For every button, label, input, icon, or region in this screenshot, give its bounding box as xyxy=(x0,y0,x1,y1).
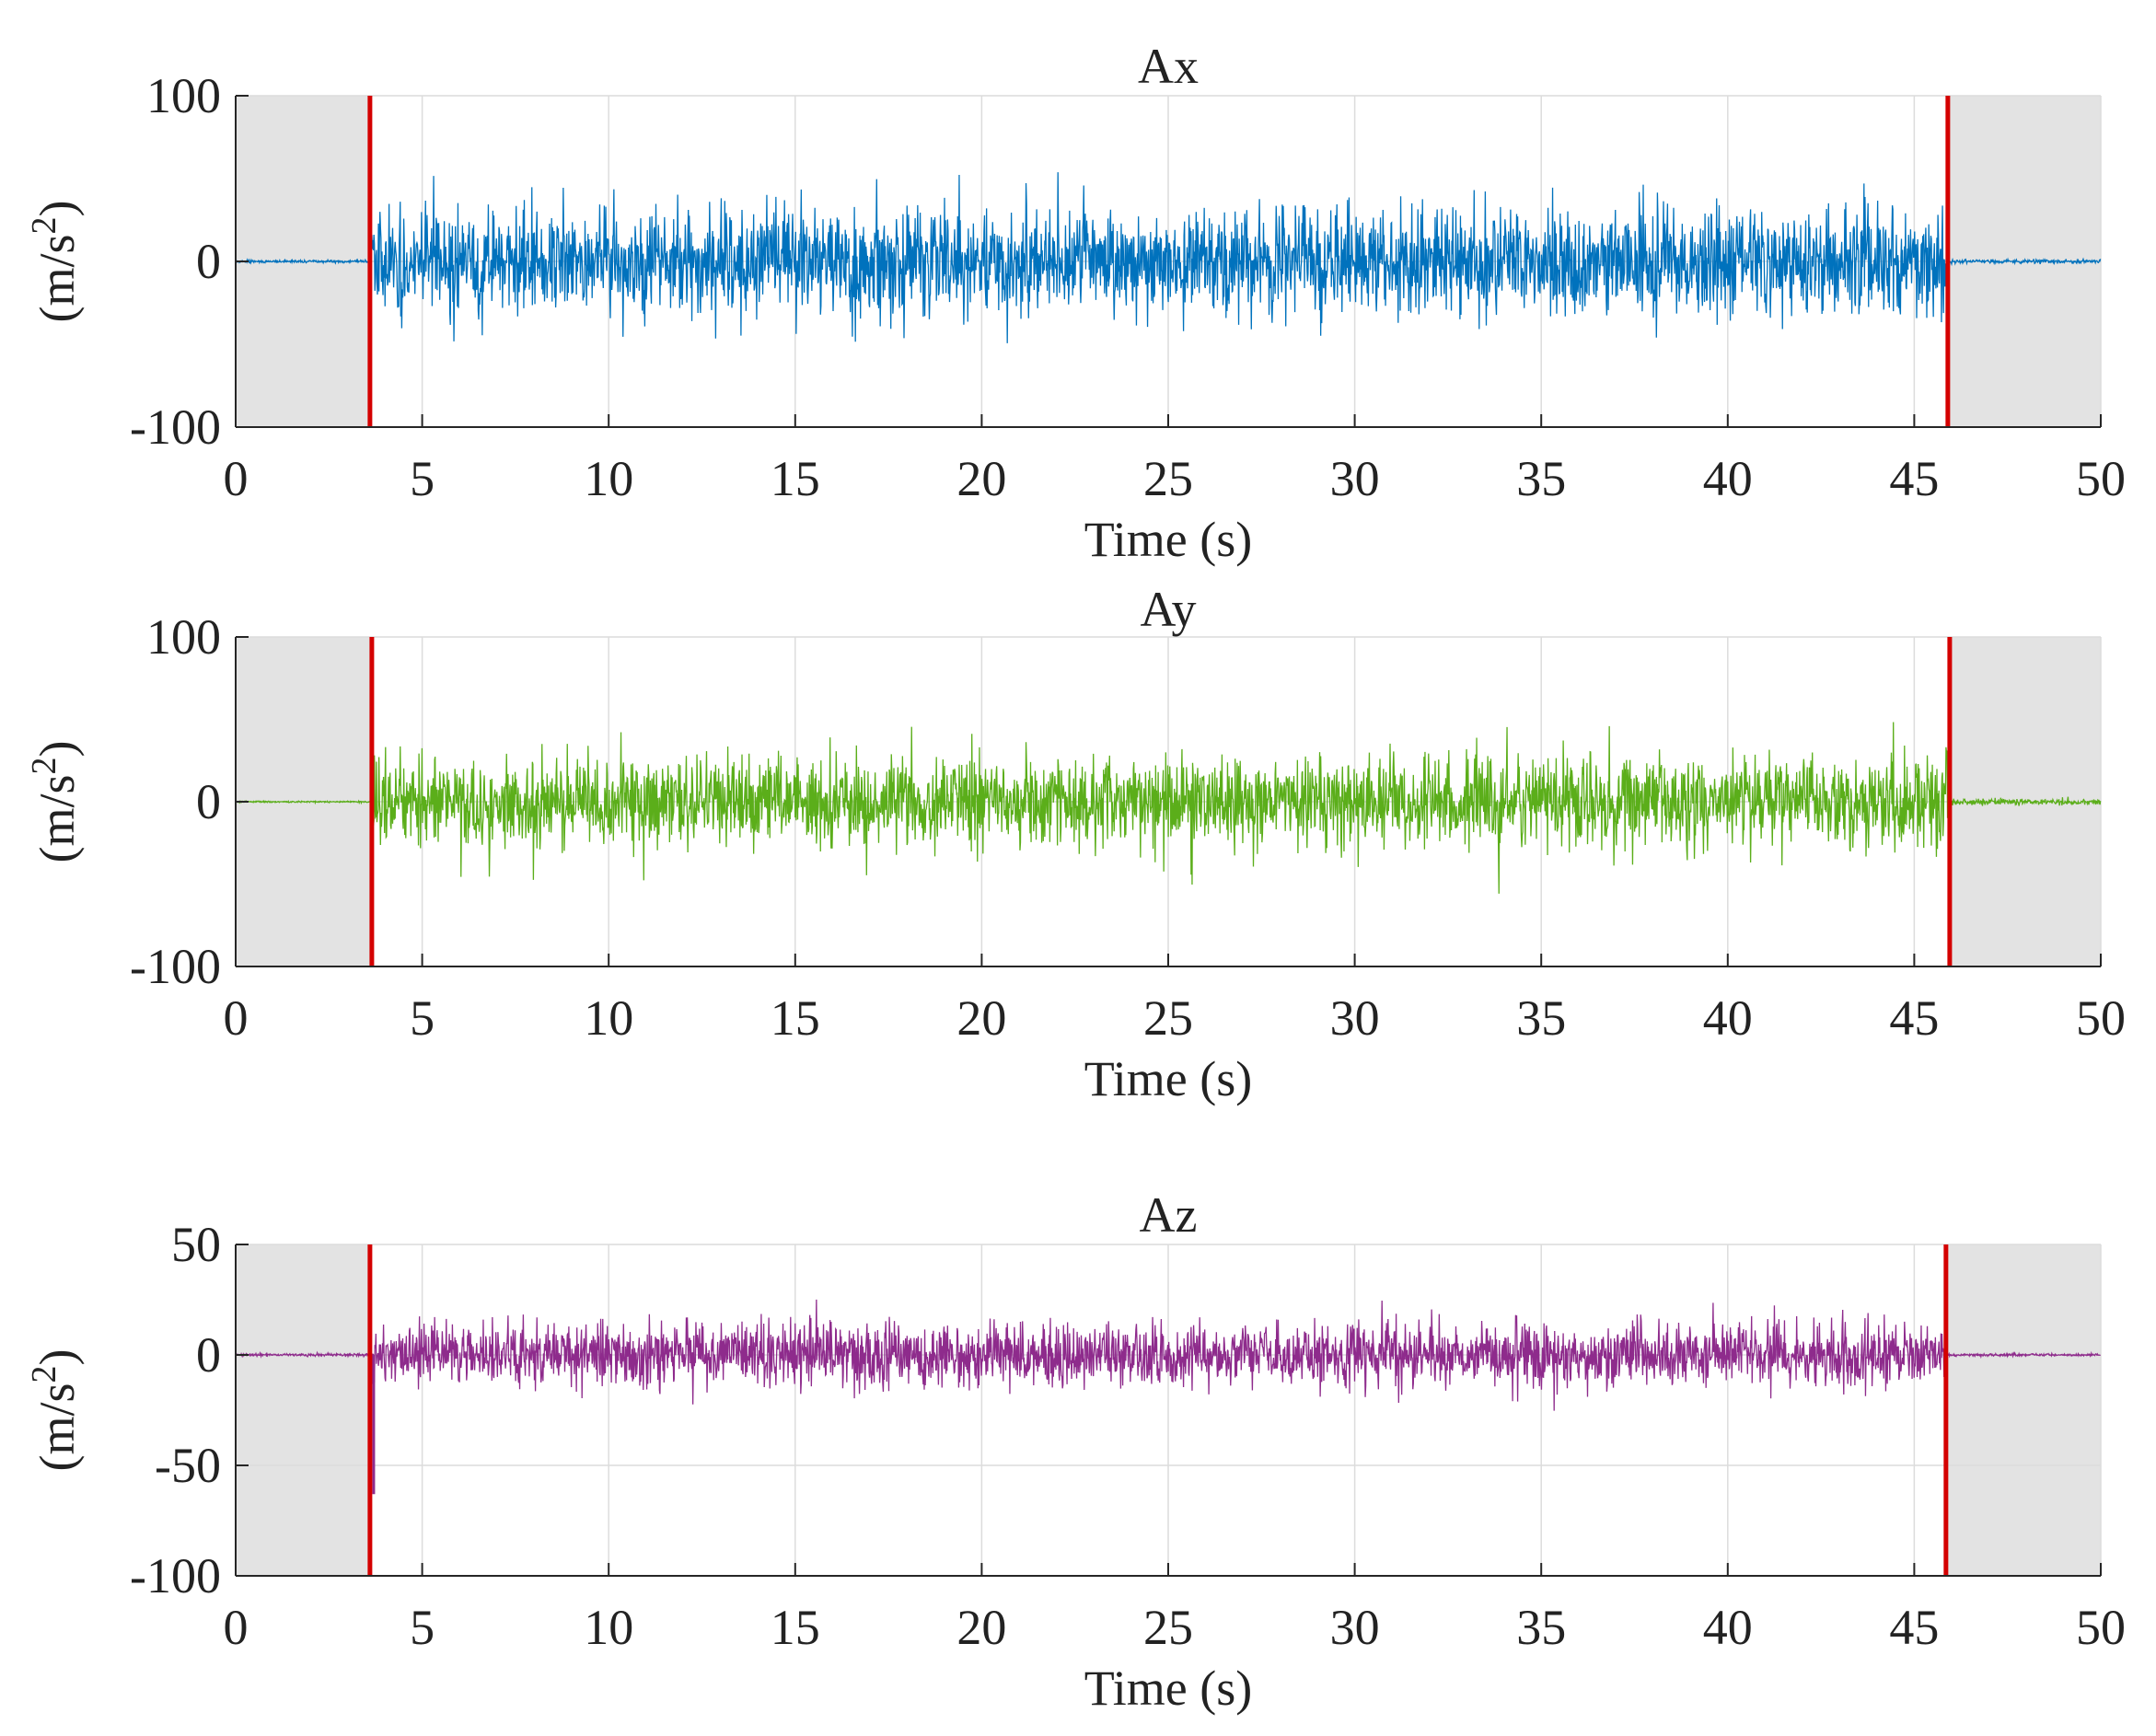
x-tick-label: 50 xyxy=(2076,990,2126,1046)
shaded-region-0 xyxy=(236,1244,370,1576)
x-tick-label: 40 xyxy=(1703,1600,1753,1655)
y-axis-title-superscript: 2 xyxy=(25,216,64,234)
y-axis-title: (m/s2) xyxy=(25,1349,85,1472)
x-tick-label: 45 xyxy=(1889,1600,1939,1655)
y-axis-title: (m/s2) xyxy=(25,741,85,863)
x-tick-label: 25 xyxy=(1143,1600,1193,1655)
x-tick-label: 15 xyxy=(771,451,820,506)
y-tick-label: 0 xyxy=(196,774,221,829)
x-tick-label: 35 xyxy=(1516,451,1566,506)
signal-trace-ax xyxy=(235,172,2102,343)
y-tick-label: 0 xyxy=(196,234,221,289)
y-axis-title-superscript: 2 xyxy=(25,757,64,774)
x-axis-title: Time (s) xyxy=(1084,1661,1253,1716)
panel-title: Az xyxy=(1140,1187,1198,1243)
x-axis-title: Time (s) xyxy=(1084,1051,1253,1106)
y-axis-title-prefix: (m/s xyxy=(29,234,85,322)
signal-trace-az xyxy=(235,1299,2101,1411)
y-axis-title-superscript: 2 xyxy=(25,1365,64,1383)
y-tick-label: -50 xyxy=(155,1438,221,1493)
x-tick-label: 0 xyxy=(224,990,249,1046)
x-tick-label: 30 xyxy=(1330,1600,1380,1655)
x-tick-label: 0 xyxy=(224,1600,249,1655)
x-tick-label: 5 xyxy=(410,451,435,506)
x-tick-label: 25 xyxy=(1143,990,1193,1046)
y-tick-label: -100 xyxy=(130,399,221,455)
x-tick-label: 35 xyxy=(1516,1600,1566,1655)
x-tick-label: 15 xyxy=(771,1600,820,1655)
y-axis-title-prefix: (m/s xyxy=(29,774,85,862)
y-tick-label: 50 xyxy=(171,1217,221,1272)
panel-title: Ax xyxy=(1138,39,1199,94)
x-tick-label: 40 xyxy=(1703,990,1753,1046)
x-tick-label: 5 xyxy=(410,1600,435,1655)
y-tick-label: 100 xyxy=(146,68,221,123)
x-tick-label: 45 xyxy=(1889,451,1939,506)
x-tick-label: 50 xyxy=(2076,1600,2126,1655)
x-tick-label: 45 xyxy=(1889,990,1939,1046)
x-tick-label: 35 xyxy=(1516,990,1566,1046)
x-tick-label: 10 xyxy=(584,1600,633,1655)
x-tick-label: 15 xyxy=(771,990,820,1046)
panel-az: 0 5 10 15 20 25 30 35 40 45 50 -100 -50 0 50 Az Time (s)… xyxy=(25,1187,2126,1716)
y-axis-title-prefix: (m/s xyxy=(29,1383,85,1471)
y-tick-label: -100 xyxy=(130,1548,221,1603)
x-tick-label: 0 xyxy=(224,451,249,506)
y-axis-title-suffix: ) xyxy=(29,201,85,217)
x-tick-label: 50 xyxy=(2076,451,2126,506)
x-tick-label: 25 xyxy=(1143,451,1193,506)
signal-trace-ay xyxy=(235,722,2102,894)
y-tick-label: -100 xyxy=(130,939,221,994)
y-axis-title-suffix: ) xyxy=(29,741,85,758)
x-tick-label: 30 xyxy=(1330,451,1380,506)
y-axis-title: (m/s2) xyxy=(25,201,85,323)
x-tick-label: 20 xyxy=(956,451,1006,506)
x-tick-label: 20 xyxy=(956,1600,1006,1655)
y-tick-label: 0 xyxy=(196,1327,221,1383)
y-tick-label: 100 xyxy=(146,609,221,665)
x-tick-label: 20 xyxy=(956,990,1006,1046)
panel-title: Ay xyxy=(1140,582,1196,637)
x-tick-label: 10 xyxy=(584,990,633,1046)
x-tick-label: 10 xyxy=(584,451,633,506)
x-tick-label: 40 xyxy=(1703,451,1753,506)
x-tick-label: 5 xyxy=(410,990,435,1046)
x-tick-label: 30 xyxy=(1330,990,1380,1046)
x-axis-title: Time (s) xyxy=(1084,512,1253,567)
y-axis-title-suffix: ) xyxy=(29,1349,85,1366)
shaded-region-1 xyxy=(1945,1244,2101,1576)
